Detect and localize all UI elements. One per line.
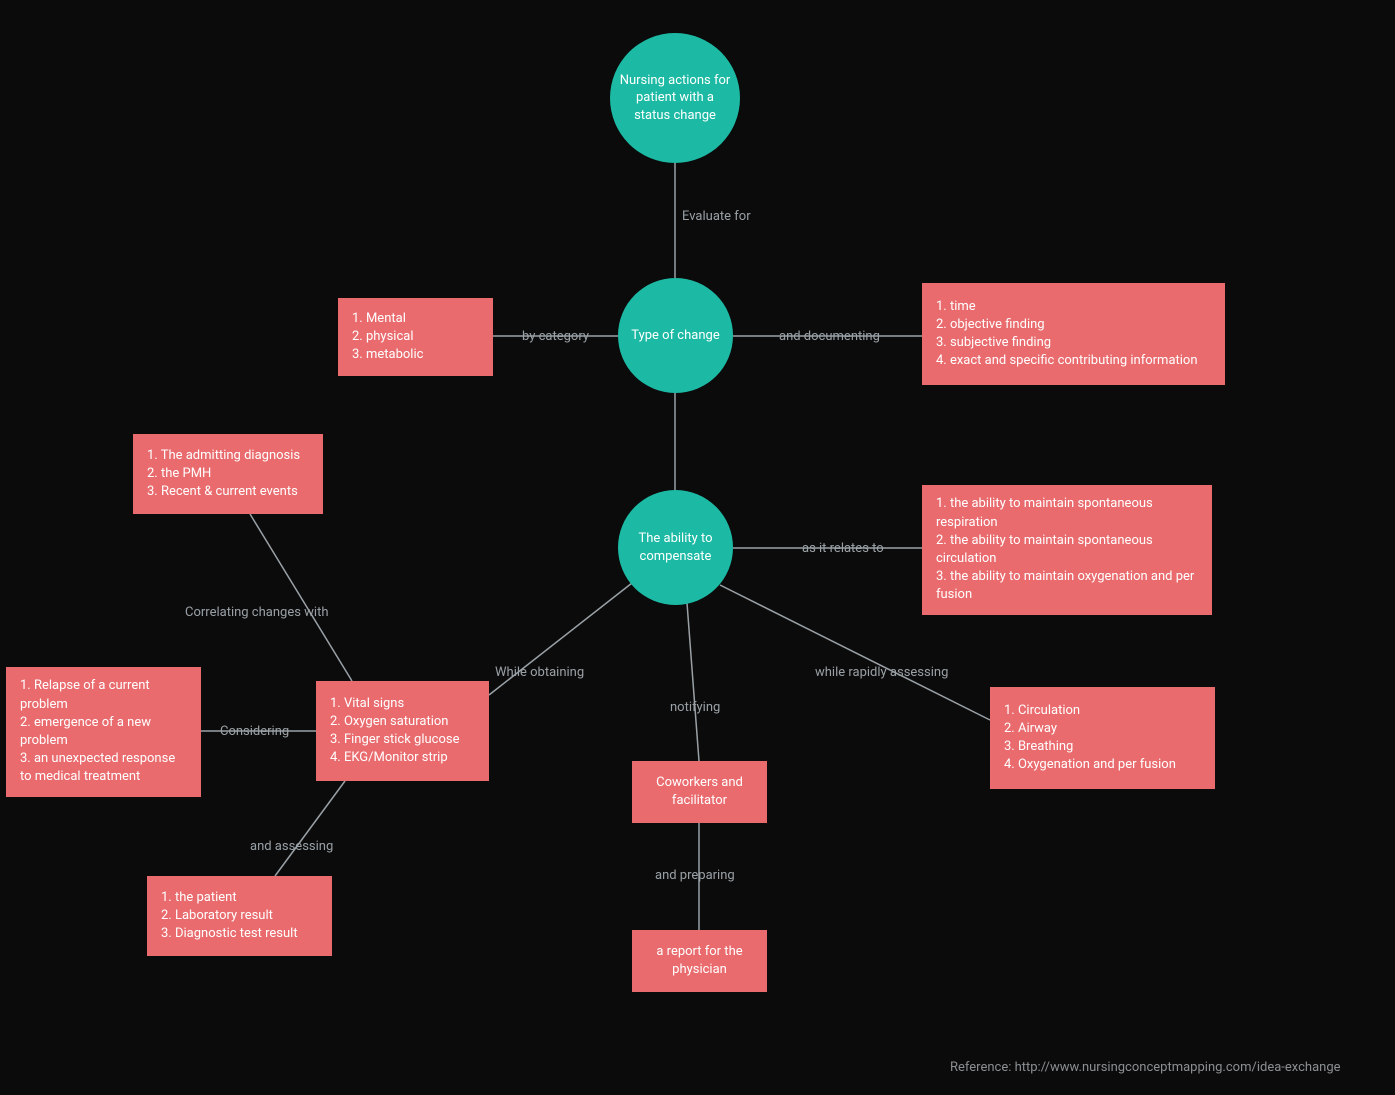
node-vitals: 1. Vital signs2. Oxygen saturation3. Fin… [316,681,489,781]
node-report: a report for the physician [632,930,767,992]
edge-label-type_change-categories: by category [522,329,589,344]
edge-label-vitals-considering: Considering [220,724,289,739]
node-cab: 1. Circulation2. Airway3. Breathing4. Ox… [990,687,1215,789]
node-relates: 1. the ability to maintain spontaneous r… [922,485,1212,615]
edge-label-ability-cab: while rapidly assessing [815,665,948,680]
node-type_change: Type of change [618,278,733,393]
node-admitting: 1. The admitting diagnosis2. the PMH3. R… [133,434,323,514]
edge-label-ability-vitals: While obtaining [495,665,584,680]
node-documenting: 1. time2. objective finding3. subjective… [922,283,1225,385]
edge-label-admitting-vitals: Correlating changes with [185,605,329,620]
node-ability: The ability to compensate [618,490,733,605]
node-considering: 1. Relapse of a current problem2. emerge… [6,667,201,797]
node-assessing: 1. the patient2. Laboratory result3. Dia… [147,876,332,956]
edge-vitals-assessing [275,781,345,876]
edge-label-ability-relates: as it relates to [802,541,884,556]
node-nursing: Nursing actions for patient with a statu… [610,33,740,163]
edge-label-nursing-type_change: Evaluate for [682,209,751,224]
reference-text: Reference: http://www.nursingconceptmapp… [950,1060,1341,1075]
edge-admitting-vitals [250,514,352,681]
node-categories: 1. Mental2. physical3. metabolic [338,298,493,376]
edge-ability-coworkers [687,603,699,761]
edge-label-coworkers-report: and preparing [655,868,735,883]
edge-label-ability-coworkers: notifying [670,700,720,715]
node-coworkers: Coworkers and facilitator [632,761,767,823]
edge-label-vitals-assessing: and assessing [250,839,333,854]
edge-label-type_change-documenting: and documenting [779,329,880,344]
